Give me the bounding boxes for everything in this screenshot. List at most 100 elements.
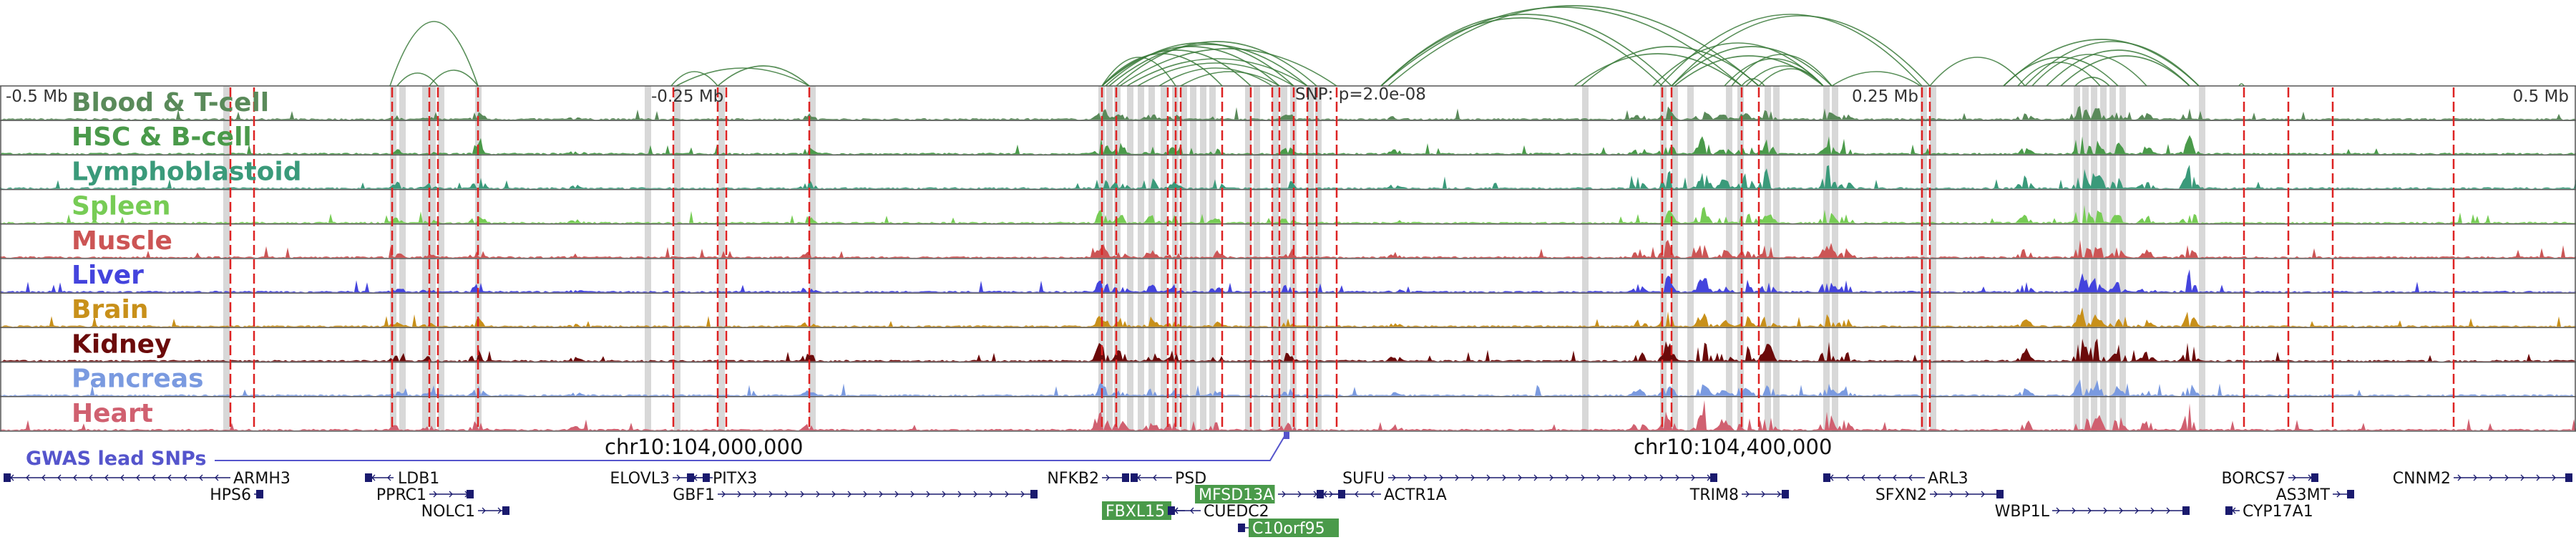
interaction-arc: [1380, 6, 1742, 87]
axis-label-minus-half: -0.5 Mb: [6, 87, 68, 106]
strand-arrows: [1933, 491, 1985, 498]
gene-label: TRIM8: [1689, 486, 1739, 504]
gene-exon: [1131, 473, 1138, 482]
gene-exon: [1168, 506, 1175, 515]
interaction-arc: [1116, 41, 1317, 87]
interaction-arc: [670, 71, 718, 87]
gene-label: ELOVL3: [610, 470, 670, 488]
gene-label: PSD: [1175, 470, 1206, 488]
gwas-track-label: GWAS lead SNPs: [26, 448, 206, 470]
track-label: Muscle: [72, 226, 172, 256]
gene-label: C10orf95: [1252, 520, 1325, 537]
interaction-arc: [1741, 78, 1765, 87]
gene-label: NFKB2: [1047, 470, 1099, 488]
gene-trim8: TRIM8: [1689, 486, 1789, 504]
interaction-arc: [2003, 39, 2200, 87]
gene-pitx3: PITX3: [687, 470, 757, 488]
track-label: Liver: [72, 261, 144, 290]
strand-arrows: [2336, 491, 2341, 498]
gene-label: FBXL15: [1106, 503, 1165, 521]
signal-tracks: [0, 105, 2576, 430]
interaction-arc: [1158, 67, 1273, 87]
gene-label: NOLC1: [421, 503, 475, 521]
interaction-arc: [1659, 14, 1923, 87]
interaction-arc: [1758, 68, 1824, 87]
gene-exon: [365, 473, 372, 482]
axis-label-snp: SNP: p=2.0e-08: [1295, 85, 1426, 104]
gwas-snp-marker: [1284, 432, 1289, 439]
snp-markers: [229, 87, 2455, 431]
interaction-arc: [2074, 77, 2110, 87]
track-labels: Blood & T-cell HSC & B-cell Lymphoblastoid…: [72, 88, 302, 428]
interaction-arc: [2017, 62, 2101, 87]
gene-exon: [1238, 524, 1245, 532]
strand-arrows: [2457, 474, 2556, 481]
interaction-arc: [1101, 49, 1252, 87]
gene-psd: PSD: [1131, 470, 1206, 488]
interaction-arc: [2060, 55, 2190, 87]
gene-exon: [1996, 490, 2004, 498]
interaction-arc: [396, 72, 439, 87]
interaction-arc: [1671, 46, 1833, 87]
gene-c10orf95: C10orf95: [1238, 519, 1339, 538]
strand-arrows: [1392, 474, 1711, 481]
signal-track-8: [0, 379, 2576, 396]
interaction-arc: [2046, 49, 2190, 87]
gene-label: ACTR1A: [1384, 486, 1447, 504]
signal-track-6: [0, 307, 2576, 327]
interaction-arc: [1137, 62, 1294, 87]
gene-cyp17a1: CYP17A1: [2225, 503, 2313, 521]
interaction-arc: [2031, 54, 2147, 87]
strand-arrows: [1282, 491, 1333, 498]
interaction-arc: [1387, 5, 1760, 87]
interaction-arc: [1380, 17, 1663, 87]
interaction-arc: [1731, 54, 1833, 87]
interaction-arc: [2024, 41, 2200, 87]
track-label: Heart: [72, 399, 153, 428]
gene-exon: [1317, 490, 1324, 498]
interaction-arc: [2238, 83, 2245, 87]
gene-label: PITX3: [713, 470, 757, 488]
interaction-arc: [1671, 15, 1931, 87]
gene-highlight-box: [1102, 501, 1171, 520]
gene-exon: [1823, 473, 1830, 482]
gene-exon: [1782, 490, 1789, 498]
gene-label: LDB1: [398, 470, 439, 488]
gene-label: SFXN2: [1875, 486, 1927, 504]
gene-sufu: SUFU: [1342, 470, 1717, 488]
track-label: Kidney: [72, 329, 172, 359]
gene-exon: [2347, 490, 2354, 498]
gene-label: SUFU: [1342, 470, 1385, 488]
interaction-arc: [1724, 58, 1824, 87]
interaction-arc: [389, 21, 479, 87]
track-label: Blood & T-cell: [72, 88, 269, 117]
gene-hps6: HPS6: [210, 486, 263, 504]
gene-gbf1: GBF1: [673, 486, 1038, 504]
signal-track-9: [0, 400, 2576, 430]
gene-label: HPS6: [210, 486, 251, 504]
axis-labels: -0.5 Mb -0.25 Mb SNP: p=2.0e-08 0.25 Mb …: [6, 85, 2569, 106]
gene-exon: [2182, 506, 2190, 515]
interaction-arc: [2003, 57, 2119, 87]
gene-label: CYP17A1: [2243, 503, 2313, 521]
interaction-arc: [1929, 57, 2026, 87]
gene-label: CNNM2: [2393, 470, 2451, 488]
gene-nolc1: NOLC1: [421, 503, 509, 521]
gwas-track: GWAS lead SNPs chr10:104,000,000 chr10:1…: [26, 432, 1832, 470]
gene-highlight-box: [1249, 519, 1339, 537]
strand-arrows: [1106, 474, 1110, 481]
gene-cnnm2: CNNM2: [2393, 470, 2572, 488]
gene-exon: [1030, 490, 1038, 498]
gene-nfkb2: NFKB2: [1047, 470, 1129, 488]
gene-label: ARL3: [1928, 470, 1968, 488]
gene-label: BORCS7: [2221, 470, 2285, 488]
track-label: Pancreas: [72, 365, 204, 394]
gene-exon: [467, 490, 474, 498]
gene-exon: [256, 490, 263, 498]
axis-label-minus-quarter: -0.25 Mb: [651, 87, 723, 106]
gene-label: CUEDC2: [1204, 503, 1269, 521]
signal-track-2: [0, 165, 2576, 189]
strand-arrows: [721, 491, 1025, 498]
interaction-arc: [1119, 48, 1337, 87]
strand-arrows: [2056, 507, 2170, 514]
